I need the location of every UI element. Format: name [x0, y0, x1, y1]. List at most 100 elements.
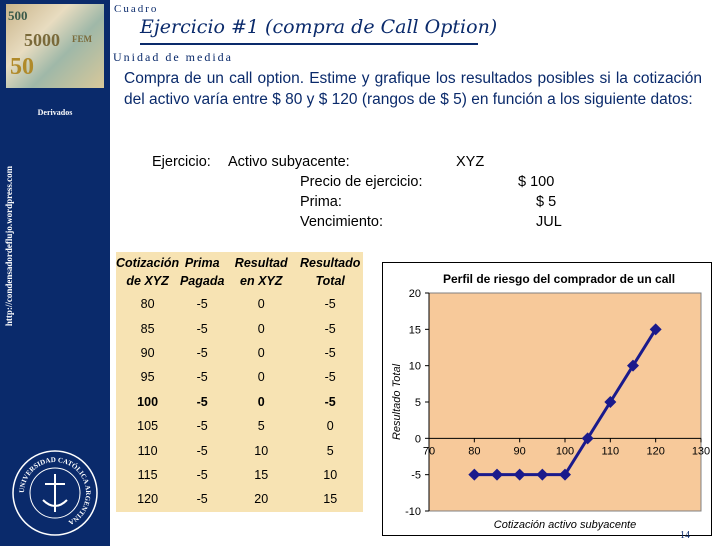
unit-label: Unidad de medida — [113, 50, 233, 64]
table-cell: 10 — [254, 443, 269, 458]
bill-label: 500 — [8, 8, 28, 23]
table-cell: 110 — [137, 443, 158, 458]
data-point-marker — [513, 468, 526, 481]
y-tick-label: 15 — [409, 324, 421, 336]
y-tick-label: 20 — [409, 288, 421, 300]
table-cell: 20 — [254, 492, 269, 507]
table-row: 110 -5 10 5 — [116, 438, 363, 462]
data-point-marker — [604, 396, 617, 408]
problem-statement: Compra de un call option. Estime y grafi… — [124, 70, 702, 108]
table-row: 85 -5 0 -5 — [116, 316, 363, 340]
data-label: Activo subyacente: — [228, 154, 350, 170]
table-cell: -5 — [196, 321, 208, 336]
table-row: 100 -5 0 -5 — [116, 390, 363, 414]
section-label: Cuadro — [114, 3, 159, 15]
column-header: Cotización de XYZ — [116, 256, 180, 288]
table-cell: -5 — [324, 345, 336, 360]
table-cell: -5 — [196, 443, 208, 458]
table-cell: 85 — [140, 321, 155, 336]
sidebar: 5000 500 50 FEM Derivados http://condens… — [0, 0, 110, 546]
x-tick-label: 130 — [692, 445, 710, 457]
blog-url[interactable]: http://condensadordeflujo.wordpress.com — [4, 165, 14, 327]
table-cell: -5 — [196, 467, 208, 482]
table-cell: -5 — [196, 419, 208, 434]
table-cell: -5 — [324, 297, 336, 312]
table-cell: 95 — [140, 370, 155, 385]
x-axis-label: Cotización activo subyacente — [494, 519, 636, 531]
y-tick-label: -5 — [411, 470, 421, 482]
column-header: Resultad en XYZ — [234, 256, 288, 288]
table-row: 90 -5 0 -5 — [116, 341, 363, 365]
table-row: 80 -5 0 -5 — [116, 292, 363, 316]
table-cell: -5 — [196, 394, 208, 409]
data-point-marker — [468, 468, 481, 481]
table-row: 95 -5 0 -5 — [116, 365, 363, 389]
y-tick-label: -10 — [405, 506, 421, 518]
data-point-marker — [581, 432, 594, 445]
data-prefix: Ejercicio: — [152, 154, 211, 170]
table-cell: 0 — [257, 321, 265, 336]
course-label: Derivados — [37, 108, 73, 117]
banknotes-photo: 5000 500 50 FEM — [6, 4, 104, 88]
table-cell: -5 — [196, 370, 208, 385]
table-row: 120 -5 20 15 — [116, 487, 363, 511]
table-cell: 15 — [323, 492, 338, 507]
data-label: Prima: — [300, 194, 342, 210]
data-value: $ 5 — [536, 194, 557, 210]
table-cell: 0 — [257, 345, 265, 360]
table-cell: 100 — [137, 394, 159, 409]
risk-profile-chart: Perfil de riesgo del comprador de un cal… — [382, 262, 712, 536]
page-title: Ejercicio #1 (compra de Call Option) — [140, 16, 498, 38]
table-cell: 0 — [257, 394, 265, 409]
data-point-marker — [559, 468, 571, 481]
table-cell: 80 — [140, 297, 155, 312]
table-cell: 0 — [257, 297, 265, 312]
table-cell: 5 — [326, 443, 334, 458]
x-tick-label: 110 — [602, 445, 620, 457]
column-header: Resultado Total — [299, 256, 361, 288]
table-cell: 5 — [257, 419, 265, 434]
y-axis-label: Resultado Total — [391, 363, 403, 440]
university-seal: UNIVERSIDAD CATÓLICA ARGENTINA — [12, 450, 98, 536]
data-point-marker — [536, 468, 549, 481]
data-point-marker — [627, 359, 639, 372]
table-cell: -5 — [196, 492, 208, 507]
table-cell: 105 — [137, 419, 159, 434]
x-tick-label: 120 — [646, 445, 664, 457]
data-value: XYZ — [456, 154, 485, 170]
bill-label: FEM — [72, 34, 92, 44]
table-row: 105 -5 5 0 — [116, 414, 363, 438]
y-tick-label: 0 — [415, 433, 421, 445]
x-tick-label: 70 — [423, 445, 435, 457]
bill-label: 5000 — [24, 30, 60, 50]
table-cell: 10 — [323, 467, 338, 482]
y-tick-label: 5 — [415, 397, 421, 409]
table-cell: 90 — [140, 345, 155, 360]
data-label: Precio de ejercicio: — [300, 174, 423, 190]
table-cell: -5 — [324, 370, 336, 385]
table-cell: 120 — [137, 492, 159, 507]
table-cell: -5 — [324, 394, 336, 409]
table-header-row: Cotización de XYZ Prima Pagada Resultad en … — [116, 252, 363, 292]
x-tick-label: 90 — [514, 445, 526, 457]
page-number: 14 — [680, 530, 690, 541]
bill-label: 50 — [10, 54, 34, 80]
data-point-marker — [649, 323, 662, 336]
table-cell: -5 — [196, 297, 208, 312]
table-cell: 0 — [326, 419, 334, 434]
chart-svg: Perfil de riesgo del comprador de un cal… — [391, 272, 710, 531]
table-cell: -5 — [196, 345, 208, 360]
y-tick-label: 10 — [409, 361, 421, 373]
table-cell: 15 — [254, 467, 269, 482]
table-row: 115 -5 15 10 — [116, 463, 363, 487]
data-value: JUL — [536, 214, 562, 230]
data-point-marker — [491, 468, 503, 481]
results-table: Cotización de XYZ Prima Pagada Resultad en … — [116, 252, 364, 512]
x-tick-label: 80 — [468, 445, 480, 457]
chart-title: Perfil de riesgo del comprador de un cal… — [443, 272, 675, 286]
x-tick-label: 100 — [556, 445, 574, 457]
column-header: Prima Pagada — [179, 256, 225, 288]
data-value: $ 100 — [518, 174, 555, 190]
table-cell: -5 — [324, 321, 336, 336]
table-cell: 0 — [257, 370, 265, 385]
